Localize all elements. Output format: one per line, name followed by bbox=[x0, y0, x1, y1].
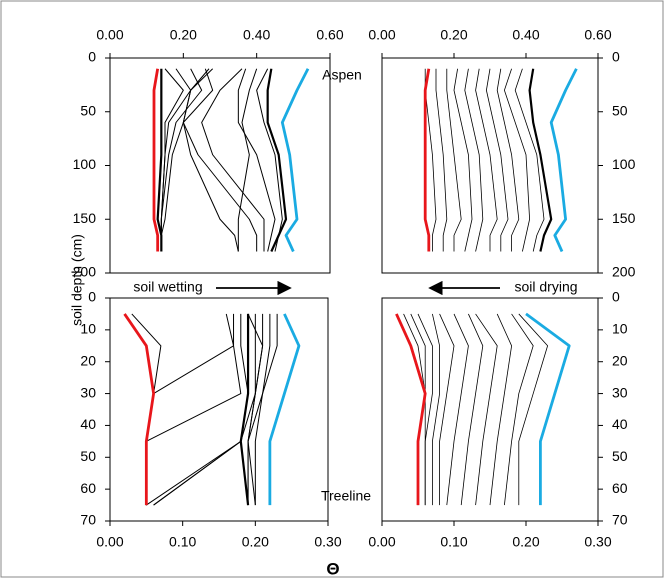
profile-line bbox=[525, 312, 571, 506]
profile-line bbox=[182, 68, 258, 252]
y-tick-label: 100 bbox=[612, 156, 636, 172]
profile-line bbox=[395, 313, 427, 506]
y-axis-label: soil depth (cm) bbox=[69, 234, 85, 326]
y-tick-label: 0 bbox=[88, 49, 96, 65]
x-tick-label: 0.60 bbox=[316, 27, 343, 43]
y-tick-label: 40 bbox=[612, 416, 628, 432]
x-tick-label: 0.40 bbox=[512, 27, 539, 43]
profile-line bbox=[504, 313, 534, 506]
profile-line bbox=[156, 68, 163, 252]
profile-line bbox=[201, 68, 265, 252]
profile-line bbox=[528, 68, 553, 252]
profile-line bbox=[254, 313, 278, 506]
y-tick-label: 70 bbox=[612, 512, 628, 528]
profile-line bbox=[280, 68, 310, 253]
y-tick-label: 50 bbox=[80, 448, 96, 464]
x-tick-label: 0.30 bbox=[584, 534, 611, 550]
y-tick-label: 0 bbox=[88, 289, 96, 305]
profile-line bbox=[460, 313, 484, 506]
y-tick-label: 30 bbox=[612, 384, 628, 400]
plot-area bbox=[381, 297, 599, 522]
y-tick-label: 60 bbox=[612, 480, 628, 496]
y-tick-label: 70 bbox=[80, 512, 96, 528]
profile-line bbox=[123, 313, 155, 506]
x-tick-label: 0.20 bbox=[242, 534, 269, 550]
x-tick-label: 0.30 bbox=[314, 534, 341, 550]
profile-line bbox=[423, 68, 431, 252]
profile-line bbox=[266, 68, 288, 252]
profile-line bbox=[504, 68, 530, 252]
profile-line bbox=[237, 68, 258, 252]
profile-line bbox=[435, 68, 448, 252]
y-tick-label: 20 bbox=[612, 352, 628, 368]
profile-line bbox=[152, 68, 160, 252]
annotation: Treeline bbox=[321, 488, 371, 504]
x-tick-label: 0.20 bbox=[512, 534, 539, 550]
profile-line bbox=[153, 313, 264, 506]
y-tick-label: 0 bbox=[612, 289, 620, 305]
x-tick-label: 0.00 bbox=[368, 534, 395, 550]
plot-area bbox=[109, 297, 329, 522]
profile-line bbox=[432, 313, 440, 506]
y-tick-label: 0 bbox=[612, 49, 620, 65]
x-tick-label: 0.00 bbox=[96, 27, 123, 43]
profile-line bbox=[518, 313, 548, 506]
profile-line bbox=[239, 313, 250, 506]
y-tick-label: 20 bbox=[80, 352, 96, 368]
profile-line bbox=[446, 68, 462, 252]
profile-line bbox=[496, 68, 520, 252]
profile-line bbox=[453, 68, 473, 252]
x-axis-label: Θ bbox=[326, 559, 339, 578]
x-tick-label: 0.20 bbox=[170, 27, 197, 43]
y-tick-label: 150 bbox=[73, 210, 97, 226]
x-tick-label: 0.00 bbox=[368, 27, 395, 43]
x-tick-label: 0.20 bbox=[440, 27, 467, 43]
y-tick-label: 60 bbox=[80, 480, 96, 496]
annotation: Aspen bbox=[322, 67, 362, 83]
annotation: soil wetting bbox=[133, 279, 202, 295]
profile-line bbox=[446, 313, 469, 506]
y-tick-label: 50 bbox=[80, 102, 96, 118]
y-tick-label: 50 bbox=[612, 102, 628, 118]
x-tick-label: 0.10 bbox=[169, 534, 196, 550]
y-tick-label: 150 bbox=[612, 210, 636, 226]
y-tick-label: 30 bbox=[80, 384, 96, 400]
x-tick-label: 0.00 bbox=[96, 534, 123, 550]
y-tick-label: 200 bbox=[73, 264, 97, 280]
x-tick-label: 0.10 bbox=[440, 534, 467, 550]
profile-line bbox=[417, 313, 433, 506]
profile-line bbox=[464, 68, 484, 252]
profile-line bbox=[489, 313, 512, 506]
x-tick-label: 0.60 bbox=[584, 27, 611, 43]
profile-line bbox=[475, 313, 498, 506]
profile-line bbox=[268, 313, 301, 506]
y-tick-label: 10 bbox=[80, 321, 96, 337]
annotation: soil drying bbox=[514, 279, 577, 295]
y-tick-label: 10 bbox=[612, 321, 628, 337]
profile-line bbox=[514, 68, 545, 252]
y-tick-label: 200 bbox=[612, 264, 636, 280]
profile-line bbox=[475, 68, 498, 252]
profile-line bbox=[486, 68, 509, 252]
profile-line bbox=[549, 68, 578, 253]
profile-line bbox=[439, 313, 455, 506]
profile-line bbox=[237, 68, 276, 252]
y-tick-label: 50 bbox=[612, 448, 628, 464]
y-tick-label: 40 bbox=[80, 416, 96, 432]
y-tick-label: 100 bbox=[73, 156, 97, 172]
x-tick-label: 0.40 bbox=[243, 27, 270, 43]
